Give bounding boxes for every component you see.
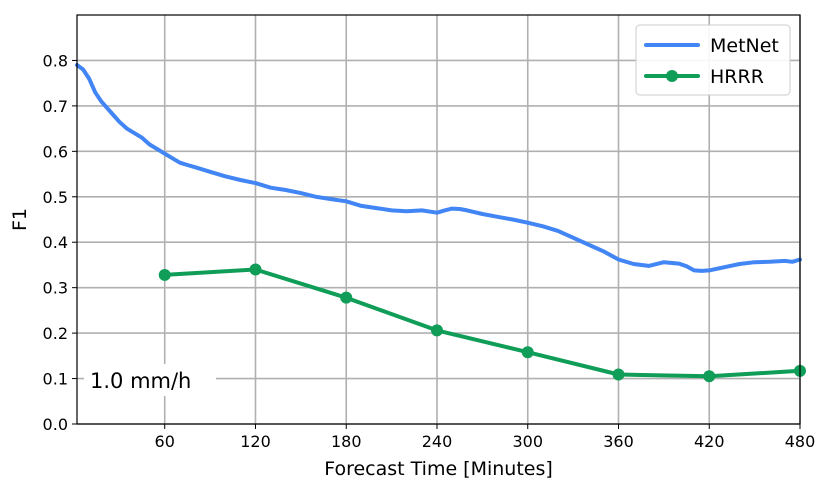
data-point-hrrr (521, 346, 534, 359)
y-tick-label: 0.0 (43, 415, 68, 434)
data-point-hrrr (612, 368, 625, 381)
series-line-hrrr (162, 267, 802, 379)
legend: MetNet HRRR (635, 24, 791, 96)
series-layer (75, 63, 806, 383)
y-tick-label: 0.3 (43, 279, 68, 298)
annotation-label: 1.0 mm/h (90, 369, 191, 393)
data-point-hrrr (340, 291, 353, 304)
x-axis-label: Forecast Time [Minutes] (324, 458, 553, 480)
x-tick-label: 360 (603, 432, 634, 451)
legend-label-metnet: MetNet (710, 35, 779, 57)
x-tick-label: 180 (331, 432, 362, 451)
data-point-hrrr (703, 370, 716, 383)
data-point-hrrr (158, 268, 171, 281)
y-tick-label: 0.4 (43, 233, 68, 252)
x-tick-label: 120 (240, 432, 271, 451)
x-tick-label: 60 (155, 432, 175, 451)
y-tick-label: 0.1 (43, 370, 68, 389)
legend-label-hrrr: HRRR (710, 66, 764, 88)
x-tick-label: 480 (785, 432, 816, 451)
annotation-background (84, 364, 216, 396)
grid-lines (77, 15, 801, 425)
tick-layer: 60 120 180 240 300 360 420 480 0.0 0.1 0.2 0.3 0.4 0.… (43, 51, 816, 451)
data-point-hrrr (249, 263, 262, 276)
data-point-hrrr (430, 324, 443, 337)
y-tick-label: 0.2 (43, 324, 68, 343)
series-line-metnet (75, 63, 802, 273)
plot-frame (76, 14, 801, 425)
y-tick-label: 0.8 (43, 51, 68, 70)
legend-marker-hrrr (666, 70, 678, 82)
x-tick-label: 240 (422, 432, 453, 451)
threshold-annotation: 1.0 mm/h (84, 364, 216, 396)
x-tick-label: 420 (694, 432, 725, 451)
y-tick-label: 0.7 (43, 97, 68, 116)
x-tick-label: 300 (512, 432, 543, 451)
y-tick-label: 0.5 (43, 188, 68, 207)
y-axis-label: F1 (9, 208, 31, 231)
y-tick-label: 0.6 (43, 142, 68, 161)
